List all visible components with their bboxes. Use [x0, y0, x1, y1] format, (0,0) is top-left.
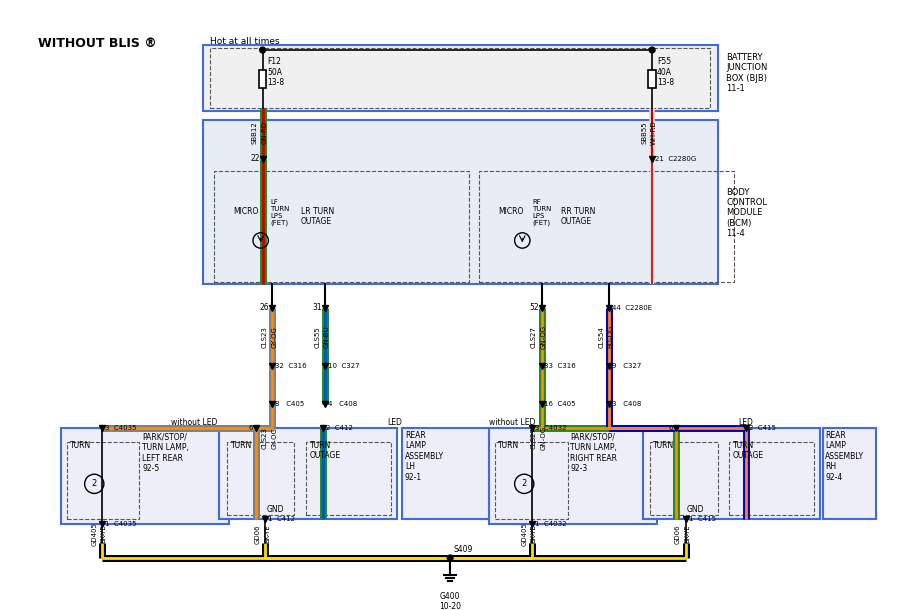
FancyBboxPatch shape — [259, 70, 266, 87]
Text: 2: 2 — [521, 479, 527, 489]
Text: G400
10-20: G400 10-20 — [439, 592, 461, 610]
Text: TURN
OUTAGE: TURN OUTAGE — [733, 440, 764, 460]
Text: 1  C4032: 1 C4032 — [535, 521, 567, 527]
Text: LF
TURN
LPS
(FET): LF TURN LPS (FET) — [271, 198, 290, 226]
Text: REAR
LAMP
ASSEMBLY
RH
92-4: REAR LAMP ASSEMBLY RH 92-4 — [825, 431, 864, 481]
Text: LR TURN
OUTAGE: LR TURN OUTAGE — [301, 207, 334, 226]
Text: CLS23: CLS23 — [262, 326, 268, 348]
Text: REAR
LAMP
ASSEMBLY
LH
92-1: REAR LAMP ASSEMBLY LH 92-1 — [405, 431, 444, 481]
Circle shape — [260, 47, 265, 53]
Text: F55
40A
13-8: F55 40A 13-8 — [657, 57, 674, 87]
Text: 8   C405: 8 C405 — [275, 401, 304, 407]
Text: TURN
OUTAGE: TURN OUTAGE — [310, 440, 340, 460]
FancyBboxPatch shape — [648, 70, 656, 87]
Text: 16  C405: 16 C405 — [545, 401, 576, 407]
Text: GD405: GD405 — [92, 522, 97, 546]
Text: 44  C2280E: 44 C2280E — [612, 305, 652, 311]
Text: 21  C2280G: 21 C2280G — [655, 156, 696, 162]
Text: GY-OG: GY-OG — [271, 326, 277, 348]
Text: GY-OG: GY-OG — [271, 427, 277, 448]
FancyBboxPatch shape — [220, 428, 397, 520]
Text: TURN: TURN — [231, 440, 252, 450]
Text: TURN: TURN — [498, 440, 519, 450]
Text: 2: 2 — [92, 479, 97, 489]
Text: CLS54: CLS54 — [598, 326, 604, 348]
Text: GND: GND — [686, 505, 705, 514]
Text: 10  C327: 10 C327 — [328, 362, 360, 368]
Text: BATTERY
JUNCTION
BOX (BJB)
11-1: BATTERY JUNCTION BOX (BJB) 11-1 — [726, 53, 767, 93]
Text: 26: 26 — [260, 303, 270, 312]
Text: PARK/STOP/
TURN LAMP,
RIGHT REAR
92-3: PARK/STOP/ TURN LAMP, RIGHT REAR 92-3 — [570, 433, 617, 473]
Text: BODY
CONTROL
MODULE
(BCM)
11-4: BODY CONTROL MODULE (BCM) 11-4 — [726, 187, 767, 238]
FancyBboxPatch shape — [489, 428, 657, 524]
Text: LED: LED — [388, 418, 402, 428]
Text: 3  C4032: 3 C4032 — [535, 425, 567, 431]
Text: 6: 6 — [249, 425, 253, 431]
Text: BK-YE: BK-YE — [685, 525, 691, 544]
Text: WITHOUT BLIS ®: WITHOUT BLIS ® — [38, 37, 157, 49]
Text: GN-BU: GN-BU — [324, 325, 330, 348]
Text: 4   C408: 4 C408 — [328, 401, 357, 407]
Text: GD06: GD06 — [255, 524, 261, 544]
FancyBboxPatch shape — [203, 120, 717, 284]
Text: CLS23: CLS23 — [262, 427, 268, 448]
Text: CLS27: CLS27 — [531, 326, 537, 348]
Text: 2  C412: 2 C412 — [326, 425, 353, 431]
Text: GND: GND — [266, 505, 284, 514]
Text: 31: 31 — [312, 303, 322, 312]
FancyBboxPatch shape — [203, 45, 717, 110]
Text: 52: 52 — [529, 303, 538, 312]
Text: TURN: TURN — [653, 440, 675, 450]
Text: GN-RD: GN-RD — [262, 121, 268, 145]
Text: 32  C316: 32 C316 — [275, 362, 307, 368]
Text: 33  C316: 33 C316 — [545, 362, 577, 368]
Text: without LED: without LED — [489, 418, 535, 428]
FancyBboxPatch shape — [643, 428, 821, 520]
Text: MICRO: MICRO — [233, 207, 259, 216]
Text: SBB12: SBB12 — [252, 121, 258, 144]
Text: without LED: without LED — [172, 418, 218, 428]
Text: Hot at all times: Hot at all times — [210, 37, 280, 46]
FancyBboxPatch shape — [824, 428, 876, 520]
Text: WH-RD: WH-RD — [651, 120, 657, 145]
Text: SBB55: SBB55 — [641, 121, 647, 144]
Circle shape — [448, 555, 453, 561]
Text: RF
TURN
LPS
(FET): RF TURN LPS (FET) — [532, 198, 551, 226]
Text: 1  C4035: 1 C4035 — [104, 521, 136, 527]
Text: 3   C408: 3 C408 — [612, 401, 641, 407]
Text: BU-OG: BU-OG — [607, 325, 614, 348]
Text: GD06: GD06 — [676, 524, 681, 544]
Text: BK-YE: BK-YE — [101, 525, 107, 544]
Text: 9   C327: 9 C327 — [612, 362, 641, 368]
Text: 6: 6 — [669, 425, 674, 431]
Text: 2  C415: 2 C415 — [749, 425, 776, 431]
Circle shape — [649, 47, 655, 53]
Text: CLS55: CLS55 — [314, 326, 321, 348]
Text: 3  C4035: 3 C4035 — [104, 425, 136, 431]
Text: PARK/STOP/
TURN LAMP,
LEFT REAR
92-5: PARK/STOP/ TURN LAMP, LEFT REAR 92-5 — [143, 433, 189, 473]
Text: MICRO: MICRO — [498, 207, 524, 216]
Text: BK-YE: BK-YE — [264, 525, 271, 544]
FancyBboxPatch shape — [402, 428, 506, 520]
Text: CLS27: CLS27 — [531, 427, 537, 448]
Text: GN-OG: GN-OG — [540, 325, 547, 349]
Text: BK-YE: BK-YE — [531, 525, 537, 544]
Text: GD405: GD405 — [521, 522, 528, 546]
Text: 1  C415: 1 C415 — [688, 517, 716, 522]
FancyBboxPatch shape — [61, 428, 229, 524]
Text: 1  C412: 1 C412 — [269, 517, 295, 522]
Text: LED: LED — [739, 418, 754, 428]
Text: TURN: TURN — [70, 440, 92, 450]
Text: RR TURN
OUTAGE: RR TURN OUTAGE — [561, 207, 595, 226]
Text: S409: S409 — [454, 545, 473, 554]
Text: GN-OG: GN-OG — [540, 426, 547, 450]
Text: 22: 22 — [251, 154, 260, 163]
Text: F12
50A
13-8: F12 50A 13-8 — [267, 57, 284, 87]
